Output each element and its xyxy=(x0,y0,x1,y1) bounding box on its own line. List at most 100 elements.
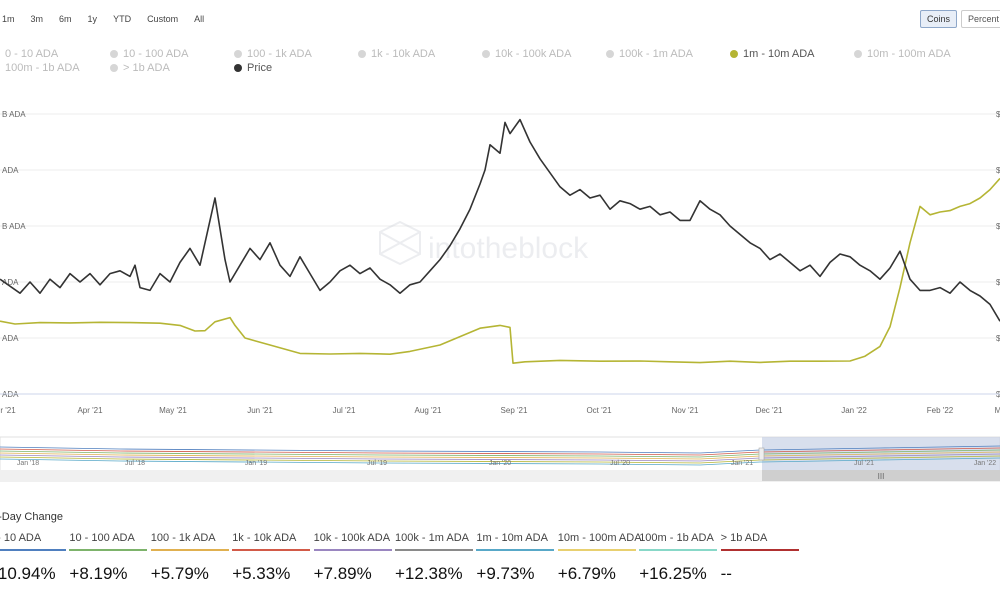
change-item: 10k - 100k ADA +7.89% xyxy=(313,532,392,584)
x-tick-label: Jan '22 xyxy=(841,406,867,415)
y-tick-label-left: ADA xyxy=(2,278,19,287)
x-tick-label: May '21 xyxy=(159,406,187,415)
legend-dot-icon xyxy=(110,64,118,72)
navigator-tick-label: Jan '18 xyxy=(17,460,39,467)
change-item: > 1b ADA -- xyxy=(720,532,799,584)
change-item: 100m - 1b ADA +16.25% xyxy=(639,532,718,584)
legend-item-100m-1b[interactable]: 100m - 1b ADA xyxy=(5,62,80,74)
range-custom-button[interactable]: Custom xyxy=(147,14,179,24)
change-label: 1m - 10m ADA xyxy=(476,532,555,551)
x-tick-label: Feb '22 xyxy=(927,406,954,415)
navigator-tick-label: Jan '21 xyxy=(731,460,753,467)
range-all-button[interactable]: All xyxy=(194,14,205,24)
change-value: +5.33% xyxy=(232,564,291,583)
change-title: 7-Day Change xyxy=(0,511,63,523)
legend-dot-icon xyxy=(358,50,366,58)
chart-grid xyxy=(0,113,1000,395)
navigator-series-line xyxy=(0,451,1000,460)
x-axis: r '21 Apr '21 May '21 Jun '21 Jul '21 Aug '21… xyxy=(0,393,1000,415)
change-value: +5.79% xyxy=(150,564,209,583)
legend-item-100-1k[interactable]: 100 - 1k ADA xyxy=(234,48,312,60)
legend-dot-icon xyxy=(606,50,614,58)
x-tick-label: Dec '21 xyxy=(756,406,783,415)
legend-item-10m-100m[interactable]: 10m - 100m ADA xyxy=(854,48,951,60)
x-tick-label: Oct '21 xyxy=(586,406,612,415)
change-label: 100 - 1k ADA xyxy=(150,532,229,551)
navigator-series-line xyxy=(0,447,1000,456)
legend-item-10-100[interactable]: 10 - 100 ADA xyxy=(110,48,188,60)
change-label: 100k - 1m ADA xyxy=(395,532,473,551)
navigator[interactable]: III Jan '18 Jul '18 Jan '19 Jul '19 Jan '20 Ju… xyxy=(0,436,1000,482)
change-label: > 1b ADA xyxy=(720,532,799,551)
navigator-tick-label: Jul '18 xyxy=(125,460,145,467)
x-tick-label: Jul '21 xyxy=(333,406,356,415)
range-selector: 1m 3m 6m 1y YTD Custom All xyxy=(0,10,210,28)
change-item: 0 - 10 ADA +10.94% xyxy=(0,532,66,584)
grip-icon: III xyxy=(878,472,885,481)
series-line-price xyxy=(0,118,1000,322)
y-tick-label-right: $ xyxy=(996,278,1000,287)
range-3m-button[interactable]: 3m xyxy=(30,14,44,24)
range-6m-button[interactable]: 6m xyxy=(59,14,72,24)
navigator-scrollbar xyxy=(0,470,1000,481)
navigator-series-line xyxy=(0,453,1000,462)
legend-item-10k-100k[interactable]: 10k - 100k ADA xyxy=(482,48,571,60)
change-value: +7.89% xyxy=(313,564,372,583)
range-1m-button[interactable]: 1m xyxy=(2,14,15,24)
watermark-text: intotheblock xyxy=(428,232,589,265)
legend-dot-icon xyxy=(482,50,490,58)
change-item: 10m - 100m ADA +6.79% xyxy=(557,532,642,584)
y-tick-label-right: $ xyxy=(996,110,1000,119)
navigator-series-line xyxy=(0,445,1000,454)
change-value: +12.38% xyxy=(395,564,463,583)
legend-item-1k-10k[interactable]: 1k - 10k ADA xyxy=(358,48,435,60)
legend-dot-icon xyxy=(854,50,862,58)
x-tick-label: Aug '21 xyxy=(415,406,442,415)
y-tick-label-left: ADA xyxy=(2,166,19,175)
y-tick-label-left: B ADA xyxy=(2,222,26,231)
change-label: 0 - 10 ADA xyxy=(0,532,66,551)
change-value: +6.79% xyxy=(557,564,616,583)
navigator-series-line xyxy=(0,457,1000,466)
navigator-series-line xyxy=(0,449,1000,458)
navigator-scroll-thumb xyxy=(762,470,1000,481)
change-label: 1k - 10k ADA xyxy=(232,532,311,551)
change-value: +8.19% xyxy=(69,564,128,583)
legend-item-price[interactable]: Price xyxy=(234,62,272,74)
x-tick-label: Nov '21 xyxy=(672,406,699,415)
legend-dot-icon xyxy=(110,50,118,58)
range-ytd-button[interactable]: YTD xyxy=(113,14,132,24)
legend-item-100k-1m[interactable]: 100k - 1m ADA xyxy=(606,48,693,60)
legend-item-0-10[interactable]: 0 - 10 ADA xyxy=(5,48,59,60)
navigator-tick-label: Jul '21 xyxy=(854,460,874,467)
navigator-handle-icon xyxy=(758,447,765,461)
change-value: +16.25% xyxy=(639,564,707,583)
coins-button[interactable]: Coins xyxy=(920,10,958,28)
legend-item-gt-1b[interactable]: > 1b ADA xyxy=(110,62,170,74)
legend-dot-icon xyxy=(234,50,242,58)
change-label: 10k - 100k ADA xyxy=(313,532,392,551)
navigator-tick-label: Jan '19 xyxy=(245,460,267,467)
change-label: 10 - 100 ADA xyxy=(69,532,148,551)
change-item: 100 - 1k ADA +5.79% xyxy=(150,532,229,584)
y-tick-label-right: $ xyxy=(996,166,1000,175)
change-item: 10 - 100 ADA +8.19% xyxy=(69,532,148,584)
navigator-tick-label: Jul '20 xyxy=(610,460,630,467)
x-tick-label: Apr '21 xyxy=(77,406,103,415)
y-tick-label-left: ADA xyxy=(2,334,19,343)
x-tick-label: r '21 xyxy=(0,406,16,415)
x-tick-label: Jun '21 xyxy=(247,406,273,415)
percent-button[interactable]: Percent xyxy=(961,10,1000,28)
legend-item-1m-10m[interactable]: 1m - 10m ADA xyxy=(730,48,815,60)
y-tick-label-right: $ xyxy=(996,334,1000,343)
watermark-logo-icon xyxy=(379,220,421,266)
navigator-tick-label: Jan '22 xyxy=(974,460,996,467)
change-item: 1k - 10k ADA +5.33% xyxy=(232,532,311,584)
unit-toggle: Coins Percent xyxy=(920,10,1000,28)
series-layer xyxy=(0,118,1000,364)
change-value: +9.73% xyxy=(476,564,535,583)
change-item: 100k - 1m ADA +12.38% xyxy=(395,532,473,584)
y-tick-label-left: B ADA xyxy=(2,110,26,119)
range-1y-button[interactable]: 1y xyxy=(87,14,98,24)
series-line-1m-10m xyxy=(0,177,1000,364)
